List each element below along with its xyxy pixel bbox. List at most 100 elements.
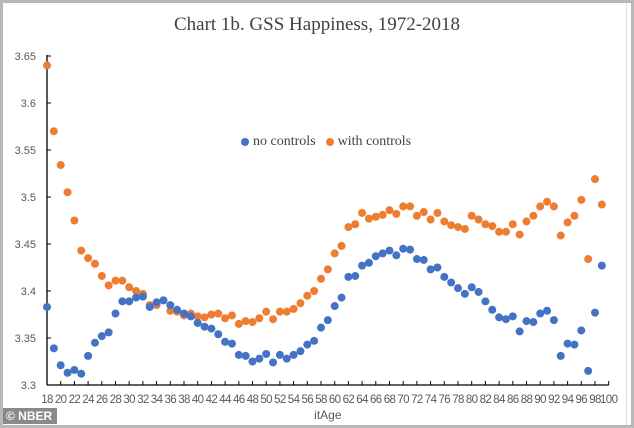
data-point <box>556 351 565 360</box>
data-point <box>549 316 558 325</box>
data-point <box>90 259 99 268</box>
data-point <box>467 211 476 220</box>
data-point <box>460 289 469 298</box>
data-point <box>556 231 565 240</box>
data-point <box>262 349 271 358</box>
data-point <box>289 350 298 359</box>
data-point <box>234 319 243 328</box>
x-tick-label: 100 <box>600 394 618 406</box>
x-tick-label: 20 <box>55 394 67 406</box>
x-tick-label: 70 <box>397 394 409 406</box>
x-tick-label: 68 <box>384 394 396 406</box>
data-point <box>152 298 161 307</box>
data-point <box>460 224 469 233</box>
data-point <box>214 309 223 318</box>
data-point <box>49 127 58 136</box>
nber-watermark: © NBER <box>3 408 58 424</box>
data-point <box>227 339 236 348</box>
x-tick-label: 34 <box>151 394 164 406</box>
data-point <box>207 324 216 333</box>
data-point <box>330 249 339 258</box>
x-tick-label: 58 <box>315 394 327 406</box>
data-point <box>138 292 147 301</box>
data-point <box>358 208 367 217</box>
data-point <box>221 337 230 346</box>
data-point <box>584 366 593 375</box>
data-point <box>289 304 298 313</box>
x-tick-label: 36 <box>165 394 177 406</box>
data-point <box>90 338 99 347</box>
data-point <box>330 302 339 311</box>
x-tick-label: 96 <box>576 394 588 406</box>
x-tick-label: 82 <box>480 394 492 406</box>
data-point <box>63 188 72 197</box>
data-point <box>501 227 510 236</box>
data-point <box>296 299 305 308</box>
data-point <box>221 314 230 323</box>
data-point <box>186 312 195 321</box>
data-point <box>440 217 449 226</box>
series-no-controls <box>43 244 606 378</box>
data-point <box>255 354 264 363</box>
data-point <box>241 317 250 326</box>
x-tick-label: 66 <box>370 394 382 406</box>
x-tick-label: 18 <box>41 394 53 406</box>
data-point <box>371 252 380 261</box>
data-point <box>166 306 175 315</box>
x-tick-label: 98 <box>589 394 601 406</box>
data-point <box>454 284 462 293</box>
data-point <box>43 61 51 70</box>
data-point <box>508 220 517 229</box>
legend: no controls with controls <box>241 134 421 150</box>
data-point <box>549 202 558 211</box>
legend-label-no-controls: no controls <box>253 134 316 149</box>
data-point <box>584 255 593 264</box>
data-point <box>275 307 284 316</box>
data-point <box>536 202 545 211</box>
data-points <box>43 61 606 378</box>
x-tick-label: 86 <box>507 394 519 406</box>
data-point <box>495 227 504 236</box>
data-point <box>248 357 257 366</box>
data-point <box>543 197 552 206</box>
data-point <box>474 215 483 224</box>
data-point <box>70 216 79 225</box>
data-point <box>207 310 216 319</box>
data-point <box>385 246 394 255</box>
x-tick-label: 64 <box>356 394 369 406</box>
legend-marker-no-controls <box>241 138 249 146</box>
data-point <box>364 258 373 267</box>
data-point <box>77 246 86 255</box>
legend-label-with-controls: with controls <box>337 134 412 149</box>
x-tick-label: 90 <box>534 394 546 406</box>
data-point <box>543 306 552 315</box>
data-point <box>488 305 497 314</box>
data-point <box>522 317 531 326</box>
data-point <box>378 210 387 219</box>
data-point <box>570 211 579 220</box>
data-point <box>275 350 284 359</box>
data-point <box>282 354 291 363</box>
x-tick-label: 46 <box>233 394 245 406</box>
data-point <box>132 293 141 302</box>
data-point <box>358 261 367 270</box>
data-point <box>447 221 456 230</box>
data-point <box>419 208 428 217</box>
data-point <box>344 223 353 232</box>
data-point <box>371 212 380 221</box>
x-tick-label: 92 <box>548 394 560 406</box>
data-point <box>234 350 243 359</box>
data-point <box>118 297 127 306</box>
data-point <box>481 297 490 306</box>
data-point <box>529 318 538 327</box>
x-tick-label: 22 <box>69 394 81 406</box>
data-point <box>317 274 325 283</box>
data-point <box>303 340 312 349</box>
data-point <box>351 220 360 229</box>
data-point <box>49 344 58 353</box>
series-with-controls <box>43 61 606 328</box>
y-tick-label: 3.35 <box>15 333 36 345</box>
data-point <box>597 200 606 209</box>
data-point <box>399 244 408 253</box>
